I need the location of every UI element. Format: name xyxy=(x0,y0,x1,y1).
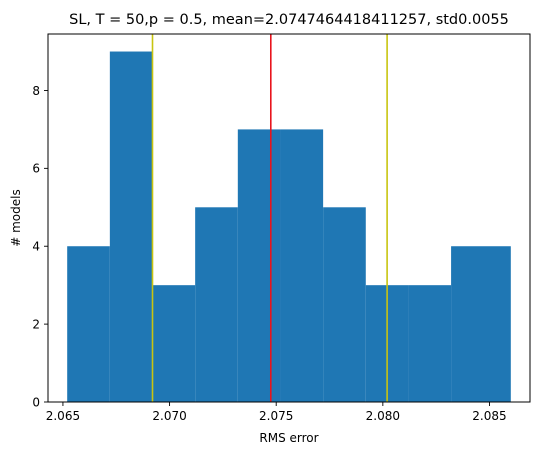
x-axis-label: RMS error xyxy=(259,431,318,445)
x-tick-label: 2.075 xyxy=(259,409,293,423)
histogram-bar xyxy=(237,129,281,402)
x-tick-label: 2.065 xyxy=(46,409,80,423)
histogram-bar xyxy=(323,207,366,402)
reference-lines xyxy=(151,34,388,402)
histogram-bar xyxy=(195,207,238,402)
histogram-bar xyxy=(152,285,196,402)
y-tick-label: 4 xyxy=(32,240,40,254)
x-tick-label: 2.070 xyxy=(152,409,186,423)
histogram-bar xyxy=(280,129,324,402)
histogram-bar xyxy=(67,246,110,402)
histogram-bar xyxy=(109,51,153,403)
x-tick-label: 2.080 xyxy=(366,409,400,423)
histogram-bar xyxy=(451,246,511,402)
bars xyxy=(67,51,511,403)
x-axis: 2.065 2.070 2.075 2.080 2.085 xyxy=(46,402,507,423)
x-tick-label: 2.085 xyxy=(472,409,506,423)
y-tick-label: 8 xyxy=(32,84,40,98)
y-axis: 0 2 4 6 8 xyxy=(32,84,48,409)
y-axis-label: # models xyxy=(9,189,23,247)
y-tick-label: 0 xyxy=(32,395,40,409)
histogram-bar xyxy=(408,285,452,402)
y-tick-label: 2 xyxy=(32,317,40,331)
chart-title: SL, T = 50,p = 0.5, mean=2.0747464418411… xyxy=(69,12,509,28)
plot-frame xyxy=(47,33,531,403)
y-tick-label: 6 xyxy=(32,162,40,176)
